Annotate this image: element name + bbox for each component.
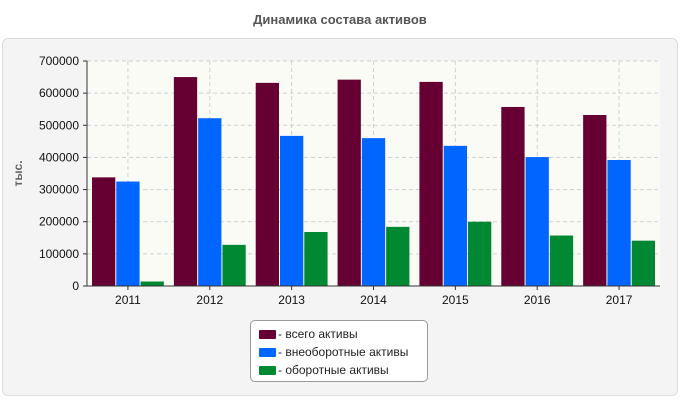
bar-2014-series-2 bbox=[361, 138, 386, 286]
y-tick-label: 700000 bbox=[39, 54, 79, 68]
bar-2012-series-2 bbox=[198, 118, 222, 286]
y-tick-label: 200000 bbox=[39, 215, 79, 229]
x-tick-label: 2011 bbox=[115, 293, 141, 307]
x-tick-label: 2014 bbox=[360, 293, 387, 307]
bar-2016-series-1 bbox=[501, 106, 525, 286]
x-tick-label: 2015 bbox=[442, 293, 469, 307]
legend-label: - оборотные активы bbox=[278, 363, 389, 377]
bar-2016-series-3 bbox=[549, 235, 574, 286]
x-tick-label: 2016 bbox=[524, 293, 551, 307]
legend-item: - оборотные активы bbox=[259, 361, 427, 379]
bar-2016-series-2 bbox=[525, 157, 549, 286]
bar-2011-series-3 bbox=[140, 281, 164, 286]
y-tick-label: 0 bbox=[72, 279, 79, 293]
x-tick-label: 2013 bbox=[278, 293, 305, 307]
y-tick-label: 300000 bbox=[39, 183, 79, 197]
bar-2011-series-2 bbox=[116, 181, 140, 286]
chart-legend: - всего активы - внеоборотные активы - обо… bbox=[250, 320, 428, 382]
bar-2014-series-1 bbox=[337, 79, 361, 287]
bar-2017-series-2 bbox=[607, 160, 631, 286]
chart-title: Динамика состава активов bbox=[253, 12, 427, 27]
x-tick-label: 2017 bbox=[606, 293, 633, 307]
legend-label: - всего активы bbox=[278, 327, 358, 341]
legend-swatch bbox=[259, 365, 276, 375]
y-tick-label: 400000 bbox=[39, 150, 79, 164]
y-tick-label: 100000 bbox=[39, 247, 79, 261]
bar-2015-series-1 bbox=[419, 81, 443, 287]
bar-2013-series-1 bbox=[255, 82, 279, 286]
bar-2011-series-1 bbox=[92, 177, 116, 286]
bar-2015-series-3 bbox=[468, 221, 492, 286]
legend-swatch bbox=[259, 329, 276, 339]
legend-item: - внеоборотные активы bbox=[259, 343, 427, 361]
bar-2012-series-3 bbox=[222, 244, 246, 286]
bar-2013-series-3 bbox=[304, 232, 328, 286]
y-tick-label: 600000 bbox=[39, 86, 79, 100]
bar-2017-series-3 bbox=[631, 240, 655, 286]
bar-2017-series-1 bbox=[583, 115, 607, 286]
legend-swatch bbox=[259, 347, 276, 357]
bar-2014-series-3 bbox=[386, 226, 410, 286]
bar-2012-series-1 bbox=[173, 77, 198, 286]
y-axis-label: тыс. bbox=[11, 160, 25, 186]
y-tick-label: 500000 bbox=[39, 118, 79, 132]
legend-item: - всего активы bbox=[259, 325, 427, 343]
legend-label: - внеоборотные активы bbox=[278, 345, 409, 359]
bar-2015-series-2 bbox=[443, 145, 467, 286]
x-tick-label: 2012 bbox=[196, 293, 223, 307]
bar-2013-series-2 bbox=[280, 135, 304, 286]
